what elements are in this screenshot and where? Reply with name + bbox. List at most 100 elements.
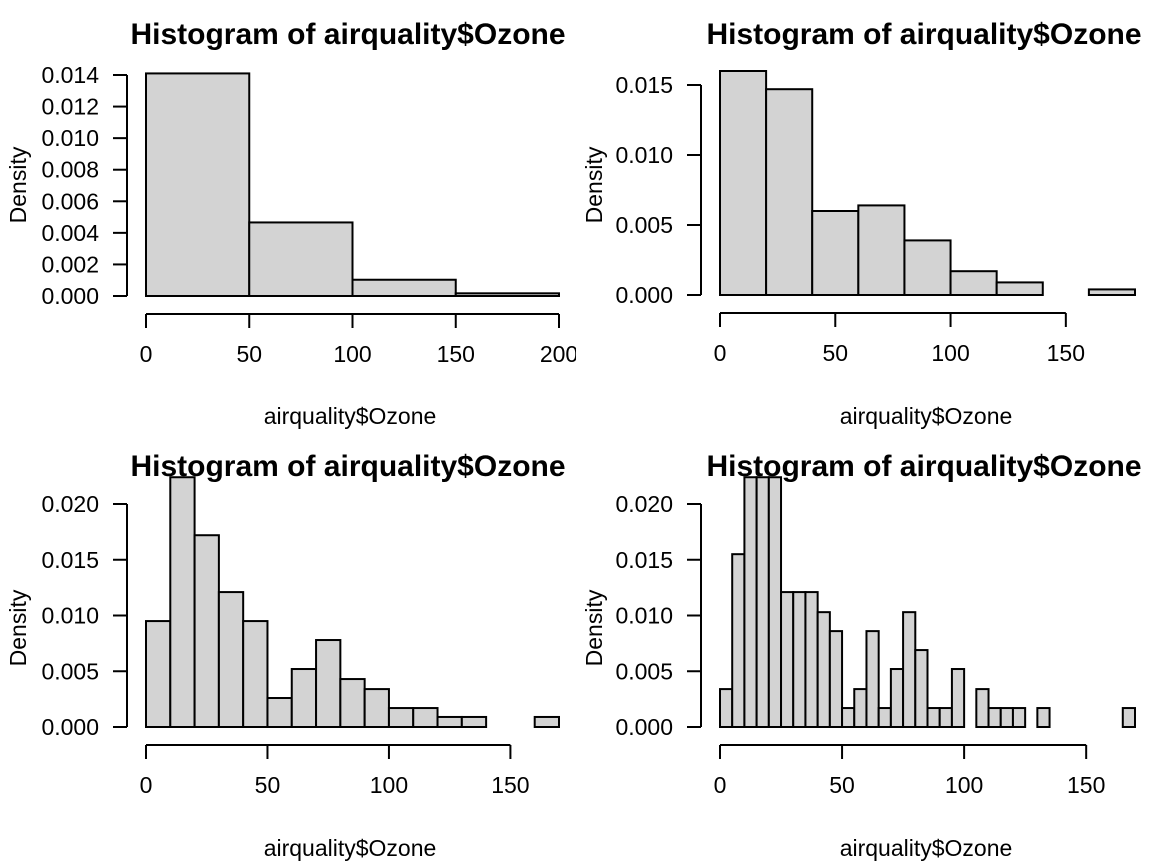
histogram-bar (242, 620, 269, 729)
histogram-bar (363, 688, 390, 729)
histogram-bar (949, 270, 998, 297)
histogram-bar (460, 715, 488, 729)
y-axis: 0.000 0.002 0.004 0.006 0.008 0.010 0.012 0.014 (41, 62, 128, 309)
y-tick-label: 0.000 (615, 714, 673, 740)
y-tick-label: 0.000 (41, 714, 99, 740)
histogram-bar (266, 697, 293, 729)
histogram-bar (339, 678, 366, 728)
histogram-bar (816, 611, 831, 729)
y-axis-label: Density (5, 146, 31, 223)
y-tick-label: 0.020 (41, 491, 99, 517)
histogram-bar (903, 239, 952, 296)
y-tick-label: 0.015 (41, 547, 99, 573)
histogram-bar (1011, 707, 1027, 728)
histogram-bar (853, 688, 868, 729)
histogram-bar (193, 534, 220, 728)
x-axis: 0 50 100 150 (140, 744, 530, 798)
x-axis-label: airquality$Ozone (264, 835, 437, 861)
histogram-bar (811, 210, 860, 296)
x-tick-label: 150 (1047, 340, 1085, 366)
histogram-bar (533, 715, 560, 729)
x-tick-label: 150 (1067, 772, 1105, 798)
y-tick-label: 0.020 (615, 491, 673, 517)
y-tick-label: 0.008 (41, 157, 99, 183)
histogram-bar (987, 707, 1002, 728)
histogram-bar (290, 668, 318, 729)
y-tick-label: 0.010 (41, 125, 99, 151)
panel-top-left: Histogram of airquality$Ozone 0 50 100 150 2… (5, 18, 578, 429)
x-axis-label: airquality$Ozone (840, 403, 1013, 429)
histogram-bar (828, 630, 844, 728)
histogram-bar (248, 221, 354, 297)
y-tick-label: 0.015 (615, 547, 673, 573)
panel-bottom-right: Histogram of airquality$Ozone 0 50 100 150 … (581, 450, 1142, 861)
histogram-bars (719, 70, 1137, 297)
histogram-bar (902, 611, 917, 729)
y-axis: 0.000 0.005 0.010 0.015 0.020 (615, 491, 702, 740)
chart-title: Histogram of airquality$Ozone (130, 450, 565, 483)
chart-title: Histogram of airquality$Ozone (130, 18, 565, 51)
histogram-bar (804, 591, 819, 729)
x-axis: 0 50 100 150 200 (140, 313, 578, 367)
histogram-bar (780, 591, 795, 729)
histogram-bar (889, 668, 905, 729)
histogram-bar (938, 707, 953, 728)
histogram-bar (1087, 288, 1137, 296)
histogram-bar (217, 591, 245, 729)
y-tick-label: 0.012 (41, 94, 99, 120)
y-tick-label: 0.010 (41, 603, 99, 629)
y-axis-label: Density (581, 589, 607, 666)
y-tick-label: 0.005 (41, 658, 99, 684)
histogram-bar (865, 630, 880, 728)
histogram-bar (387, 707, 415, 728)
histogram-bar (926, 707, 941, 728)
panel-bottom-left: Histogram of airquality$Ozone 0 50 100 150 … (5, 450, 566, 861)
y-tick-label: 0.000 (615, 282, 673, 308)
y-tick-label: 0.014 (41, 62, 99, 88)
y-tick-label: 0.005 (615, 658, 673, 684)
x-tick-label: 0 (140, 341, 153, 367)
y-axis: 0.000 0.005 0.010 0.015 (615, 72, 702, 308)
y-tick-label: 0.010 (615, 603, 673, 629)
x-tick-label: 100 (370, 772, 408, 798)
x-tick-label: 50 (236, 341, 262, 367)
histogram-bar (743, 476, 758, 728)
histogram-bar (169, 476, 196, 728)
histogram-bar (841, 707, 856, 728)
x-tick-label: 0 (140, 772, 153, 798)
x-tick-label: 200 (540, 341, 578, 367)
histogram-bars (145, 476, 560, 729)
y-tick-label: 0.010 (615, 142, 673, 168)
y-tick-label: 0.002 (41, 251, 99, 277)
histogram-bar (351, 278, 457, 298)
histogram-bar (145, 72, 251, 297)
histogram-bar (914, 649, 929, 728)
histogram-bar (950, 668, 966, 729)
x-tick-label: 100 (333, 341, 371, 367)
x-tick-label: 100 (931, 340, 969, 366)
x-axis: 0 50 100 150 (714, 744, 1105, 798)
x-tick-label: 50 (829, 772, 855, 798)
y-tick-label: 0.015 (615, 72, 673, 98)
histogram-bar (792, 591, 807, 729)
y-axis-label: Density (581, 146, 607, 223)
histogram-bar (999, 707, 1014, 728)
histogram-bar (145, 620, 172, 729)
histogram-bar (1121, 707, 1136, 728)
x-axis: 0 50 100 150 (714, 312, 1085, 366)
x-tick-label: 0 (714, 340, 727, 366)
histogram-bar (315, 639, 342, 729)
y-tick-label: 0.000 (41, 283, 99, 309)
x-tick-label: 50 (255, 772, 281, 798)
x-axis-label: airquality$Ozone (264, 403, 437, 429)
x-tick-label: 50 (822, 340, 848, 366)
histogram-bar (454, 292, 560, 298)
panel-top-right: Histogram of airquality$Ozone 0 50 100 150 … (581, 18, 1142, 429)
x-tick-label: 150 (491, 772, 529, 798)
histogram-bar (755, 476, 770, 728)
histogram-bar (995, 281, 1044, 296)
histogram-bar (731, 553, 746, 728)
histogram-bar (975, 688, 990, 729)
x-tick-label: 100 (945, 772, 983, 798)
